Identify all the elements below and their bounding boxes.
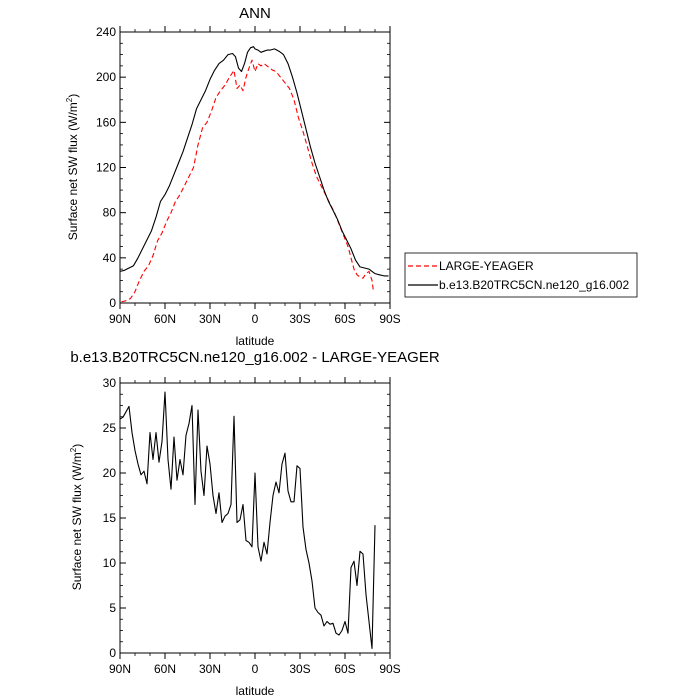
chart-bottom-x-ticks: 90N 60N 30N 0 30S 60S 90S — [109, 377, 401, 676]
chart-bottom-x-tick-label: 0 — [252, 662, 259, 676]
chart-top-y-ticks: 0 40 80 120 160 200 240 — [96, 25, 390, 310]
chart-top-ylabel-main: Surface net SW flux (W/m — [66, 102, 80, 240]
chart-bottom-xlabel: latitude — [236, 684, 275, 698]
chart-bottom-y-tick-label: 30 — [103, 376, 117, 390]
chart-top-y-tick-label: 160 — [96, 115, 116, 129]
chart-top-title: ANN — [239, 5, 271, 22]
chart-top-y-tick-label: 120 — [96, 161, 116, 175]
chart-bottom-y-ticks: 0 5 10 15 20 25 30 — [103, 376, 390, 660]
chart-bottom-y-tick-label: 25 — [103, 421, 117, 435]
chart-top-series-line-1 — [119, 46, 389, 277]
chart-top-legend: LARGE-YEAGER b.e13.B20TRC5CN.ne120_g16.0… — [404, 252, 638, 298]
chart-bottom-y-tick-label: 10 — [103, 556, 117, 570]
chart-top-x-tick-label: 60N — [154, 312, 176, 326]
chart-top-y-tick-label: 240 — [96, 25, 116, 39]
chart-bottom-x-tick-label: 90N — [109, 662, 131, 676]
chart-bottom-plot-frame — [119, 382, 391, 654]
chart-bottom-y-tick-label: 5 — [109, 601, 116, 615]
chart-top-y-tick-label: 80 — [103, 206, 117, 220]
chart-bottom-x-tick-label: 30S — [289, 662, 310, 676]
chart-bottom-series-group — [119, 391, 376, 650]
chart-top-x-tick-label: 60S — [334, 312, 355, 326]
chart-bottom: b.e13.B20TRC5CN.ne120_g16.002 - LARGE-YE… — [69, 349, 440, 698]
chart-top-x-ticks: 90N 60N 30N 0 30S 60S 90S — [109, 26, 401, 326]
chart-top-x-tick-label: 0 — [252, 312, 259, 326]
chart-bottom-y-tick-label: 20 — [103, 466, 117, 480]
chart-bottom-ylabel-end: ) — [70, 444, 84, 448]
legend-label-model: b.e13.B20TRC5CN.ne120_g16.002 — [439, 278, 629, 292]
chart-top-plot-frame — [119, 31, 391, 304]
chart-top-x-tick-label: 30S — [289, 312, 310, 326]
chart-bottom-y-tick-label: 15 — [103, 511, 117, 525]
chart-top-series-line-0 — [121, 59, 375, 303]
chart-top-ylabel-end: ) — [66, 94, 80, 98]
chart-bottom-ylabel-main: Surface net SW flux (W/m — [70, 452, 84, 590]
chart-top-y-tick-label: 0 — [109, 296, 116, 310]
chart-bottom-title: b.e13.B20TRC5CN.ne120_g16.002 - LARGE-YE… — [70, 349, 440, 366]
chart-top-ylabel-sup: 2 — [65, 97, 74, 102]
chart-bottom-x-tick-label: 60S — [334, 662, 355, 676]
chart-top-x-tick-label: 90N — [109, 312, 131, 326]
chart-bottom-series-line-0 — [119, 391, 376, 650]
legend-box — [404, 252, 638, 298]
chart-bottom-ylabel-sup: 2 — [69, 447, 78, 452]
chart-bottom-x-tick-label: 90S — [379, 662, 400, 676]
chart-top-xlabel: latitude — [236, 334, 275, 348]
chart-bottom-ylabel: Surface net SW flux (W/m2) — [69, 444, 84, 590]
chart-bottom-x-tick-label: 60N — [154, 662, 176, 676]
chart-top-x-tick-label: 30N — [199, 312, 221, 326]
chart-top-y-tick-label: 40 — [103, 251, 117, 265]
chart-top-x-tick-label: 90S — [379, 312, 400, 326]
chart-bottom-x-tick-label: 30N — [199, 662, 221, 676]
chart-top-ylabel: Surface net SW flux (W/m2) — [65, 94, 80, 240]
chart-top-series-group — [119, 46, 389, 303]
chart-bottom-y-tick-label: 0 — [109, 646, 116, 660]
legend-label-large-yeager: LARGE-YEAGER — [439, 259, 534, 273]
chart-top-y-tick-label: 200 — [96, 70, 116, 84]
